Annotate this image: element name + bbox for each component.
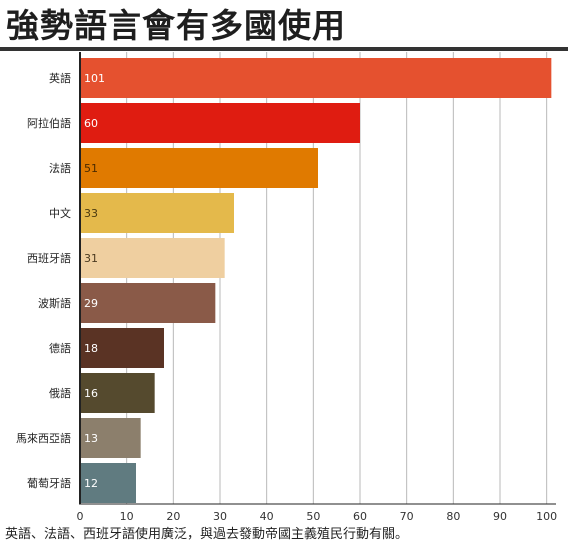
- x-tick-label: 100: [536, 510, 557, 523]
- bar: [80, 58, 552, 98]
- x-tick-label: 80: [446, 510, 460, 523]
- bar-value-label: 16: [84, 387, 98, 400]
- category-label: 葡萄牙語: [27, 476, 71, 490]
- bar: [80, 463, 136, 503]
- chart-title: 強勢語言會有多國使用: [6, 6, 346, 45]
- category-label: 俄語: [49, 386, 71, 400]
- bar-value-label: 101: [84, 72, 105, 85]
- x-tick-label: 30: [213, 510, 227, 523]
- category-label: 馬來西亞語: [16, 431, 71, 445]
- x-tick-label: 10: [120, 510, 134, 523]
- category-label: 波斯語: [38, 296, 71, 310]
- bar-value-label: 18: [84, 342, 98, 355]
- axes: 0 10 20 30 40 50 60 70 80 90 100 英語阿拉伯語法語中文西班牙語波斯語德…: [16, 52, 557, 523]
- title-rule: [0, 47, 568, 51]
- bar-value-label: 33: [84, 207, 98, 220]
- bar-value-label: 51: [84, 162, 98, 175]
- category-label: 西班牙語: [27, 251, 71, 265]
- x-tick-label: 40: [260, 510, 274, 523]
- x-tick-label: 90: [493, 510, 507, 523]
- category-label: 德語: [49, 341, 71, 355]
- category-label: 阿拉伯語: [27, 116, 71, 130]
- bar-value-label: 60: [84, 117, 98, 130]
- chart-caption: 英語、法語、西班牙語使用廣泛，與過去發動帝國主義殖民行動有關。: [5, 527, 409, 542]
- bars: 101 60 51 33 31 29 18 16 13 12: [80, 58, 552, 503]
- bar: [80, 193, 234, 233]
- x-tick-label: 50: [306, 510, 320, 523]
- bar-chart: 101 60 51 33 31 29 18 16 13 12 0 10 20 30 40 50 60 70 80 9…: [16, 52, 557, 523]
- bar-value-label: 12: [84, 477, 98, 490]
- category-label: 中文: [49, 206, 71, 220]
- bar-value-label: 31: [84, 252, 98, 265]
- bar: [80, 328, 164, 368]
- category-label: 法語: [49, 161, 71, 175]
- bar: [80, 103, 360, 143]
- category-label: 英語: [49, 71, 71, 85]
- x-tick-label: 70: [400, 510, 414, 523]
- bar: [80, 148, 318, 188]
- bar: [80, 418, 141, 458]
- bar-value-label: 29: [84, 297, 98, 310]
- bar: [80, 283, 216, 323]
- bar-value-label: 13: [84, 432, 98, 445]
- bar: [80, 238, 225, 278]
- x-tick-label: 0: [77, 510, 84, 523]
- x-tick-label: 20: [166, 510, 180, 523]
- bar: [80, 373, 155, 413]
- x-tick-label: 60: [353, 510, 367, 523]
